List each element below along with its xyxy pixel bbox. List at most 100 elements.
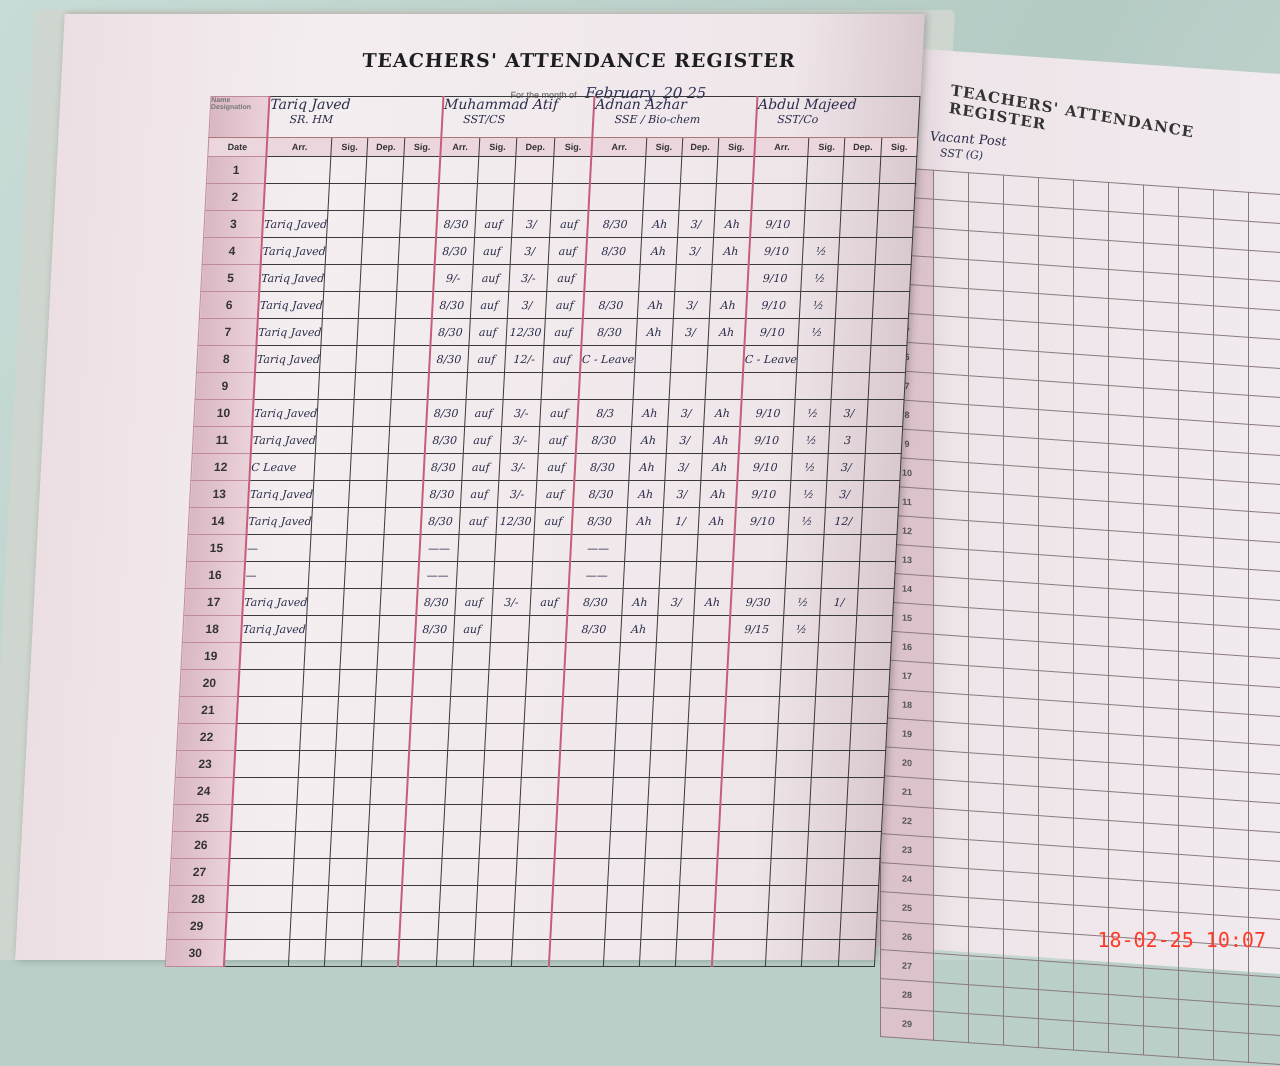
date-cell: 25 xyxy=(172,805,232,832)
attendance-cell: 8/30 xyxy=(435,238,475,265)
right-cell xyxy=(1144,765,1179,796)
attendance-cell xyxy=(399,211,437,238)
attendance-cell xyxy=(652,697,690,724)
attendance-cell xyxy=(363,913,401,940)
attendance-cell xyxy=(365,859,403,886)
right-header-cell xyxy=(969,173,1004,204)
right-cell xyxy=(934,344,969,375)
attendance-cell xyxy=(230,832,296,859)
right-cell xyxy=(1144,852,1179,883)
right-cell xyxy=(1144,997,1179,1028)
right-cell xyxy=(969,492,1004,523)
right-cell xyxy=(1039,671,1074,702)
right-date-cell: 19 xyxy=(881,718,934,751)
attendance-cell xyxy=(227,886,293,913)
attendance-cell: 3/ xyxy=(826,481,864,508)
attendance-cell xyxy=(874,265,912,292)
attendance-cell xyxy=(643,184,680,211)
right-header-cell xyxy=(1179,187,1214,218)
attendance-cell xyxy=(401,184,439,211)
attendance-cell xyxy=(679,184,717,211)
column-header: Arr. xyxy=(592,138,647,157)
attendance-cell: C - Leave xyxy=(580,346,635,373)
column-header: Arr. xyxy=(440,138,479,157)
attendance-cell xyxy=(311,508,348,535)
attendance-cell xyxy=(675,940,713,967)
right-cell xyxy=(934,286,969,317)
attendance-cell: 9/10 xyxy=(750,211,805,238)
right-cell xyxy=(1074,412,1109,443)
attendance-cell: 3/ xyxy=(677,211,715,238)
right-cell xyxy=(1004,1016,1039,1047)
attendance-cell xyxy=(656,616,694,643)
right-cell xyxy=(969,869,1004,900)
right-cell xyxy=(1249,975,1280,1006)
attendance-cell: auf xyxy=(546,292,585,319)
right-cell xyxy=(1144,243,1179,274)
right-cell xyxy=(1004,929,1039,960)
attendance-cell: ½ xyxy=(802,238,839,265)
right-cell xyxy=(1039,874,1074,905)
attendance-cell xyxy=(447,724,486,751)
attendance-cell xyxy=(813,724,851,751)
attendance-cell xyxy=(562,697,617,724)
attendance-row: 20 xyxy=(180,670,890,697)
attendance-cell: C - Leave xyxy=(743,346,798,373)
attendance-cell xyxy=(604,913,641,940)
attendance-cell: 3/ xyxy=(667,400,705,427)
attendance-cell xyxy=(314,454,351,481)
right-cell xyxy=(1249,714,1280,745)
attendance-cell: Ah xyxy=(627,481,664,508)
attendance-cell xyxy=(871,319,909,346)
right-cell xyxy=(934,953,969,984)
right-cell xyxy=(1109,530,1144,561)
attendance-cell xyxy=(841,184,879,211)
attendance-cell xyxy=(290,913,327,940)
attendance-cell xyxy=(394,319,432,346)
attendance-cell xyxy=(773,805,810,832)
attendance-cell xyxy=(640,913,678,940)
attendance-cell xyxy=(477,157,516,184)
right-cell xyxy=(1214,973,1249,1004)
attendance-cell: 8/30 xyxy=(432,292,472,319)
right-cell xyxy=(1249,627,1280,658)
right-cell xyxy=(1074,818,1109,849)
attendance-cell: 3/ xyxy=(827,454,865,481)
attendance-cell xyxy=(409,724,449,751)
right-cell xyxy=(1004,900,1039,931)
attendance-cell: Ah xyxy=(694,589,732,616)
right-cell xyxy=(1004,436,1039,467)
right-cell xyxy=(1109,240,1144,271)
attendance-cell xyxy=(476,184,515,211)
right-cell xyxy=(1004,813,1039,844)
right-cell xyxy=(1004,581,1039,612)
right-cell xyxy=(1144,1026,1179,1057)
attendance-row: 29 xyxy=(167,913,877,940)
attendance-cell xyxy=(551,913,606,940)
date-cell: 12 xyxy=(191,454,251,481)
right-cell xyxy=(1074,760,1109,791)
attendance-cell: ½ xyxy=(783,616,820,643)
attendance-cell xyxy=(445,778,484,805)
attendance-cell xyxy=(325,940,363,967)
attendance-cell: Ah xyxy=(641,211,678,238)
right-cell xyxy=(1004,378,1039,409)
attendance-cell xyxy=(712,940,767,967)
right-cell xyxy=(934,228,969,259)
attendance-cell xyxy=(436,940,475,967)
attendance-cell xyxy=(807,832,845,859)
right-cell xyxy=(1144,881,1179,912)
attendance-cell xyxy=(439,157,479,184)
attendance-cell: — xyxy=(245,535,311,562)
attendance-cell xyxy=(777,724,814,751)
right-cell xyxy=(1249,221,1280,252)
attendance-cell xyxy=(611,778,648,805)
right-cell xyxy=(1249,1004,1280,1035)
right-cell xyxy=(1249,859,1280,890)
right-cell xyxy=(1074,1021,1109,1052)
right-cell xyxy=(1074,238,1109,269)
attendance-cell xyxy=(395,292,433,319)
attendance-cell xyxy=(349,481,387,508)
attendance-cell xyxy=(723,724,778,751)
